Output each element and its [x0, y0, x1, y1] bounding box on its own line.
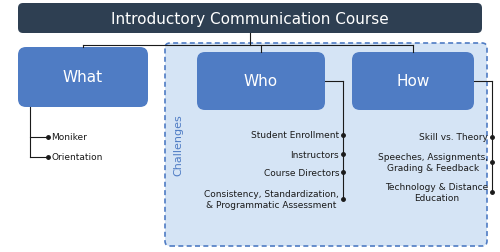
Text: Speeches, Assignments,
Grading & Feedback: Speeches, Assignments, Grading & Feedbac…	[378, 153, 488, 172]
Text: Moniker: Moniker	[51, 133, 87, 142]
Text: Introductory Communication Course: Introductory Communication Course	[111, 11, 389, 26]
FancyBboxPatch shape	[352, 53, 474, 111]
FancyBboxPatch shape	[18, 48, 148, 108]
Text: Technology & Distance
Education: Technology & Distance Education	[384, 183, 488, 202]
FancyBboxPatch shape	[165, 44, 487, 246]
Text: Skill vs. Theory: Skill vs. Theory	[419, 133, 488, 142]
Text: Who: Who	[244, 74, 278, 89]
FancyBboxPatch shape	[18, 4, 482, 34]
Text: How: How	[396, 74, 430, 89]
FancyBboxPatch shape	[197, 53, 325, 111]
Text: Challenges: Challenges	[173, 114, 183, 176]
Text: Course Directors: Course Directors	[264, 168, 339, 177]
Text: Instructors: Instructors	[290, 150, 339, 159]
Text: Consistency, Standardization,
& Programmatic Assessment: Consistency, Standardization, & Programm…	[204, 190, 339, 209]
Text: Student Enrollment: Student Enrollment	[251, 131, 339, 140]
Text: What: What	[63, 70, 103, 85]
Text: Orientation: Orientation	[51, 153, 102, 162]
